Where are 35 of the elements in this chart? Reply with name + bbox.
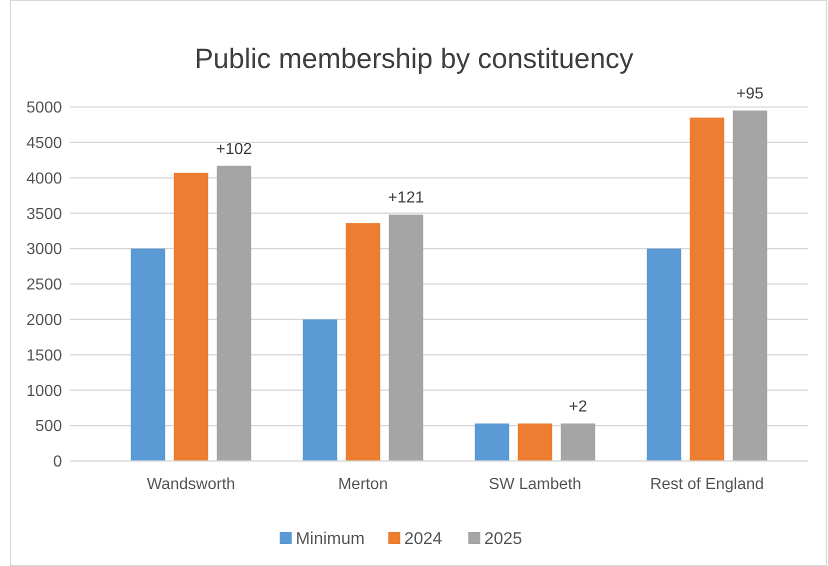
y-tick-label: 1000 [26,382,62,400]
legend-label: 2025 [484,528,522,548]
x-tick-label: Merton [338,476,388,493]
bar [560,423,596,461]
y-tick-label: 3000 [26,241,62,258]
bar [302,319,338,461]
y-tick-label: 3500 [26,206,62,223]
bar [216,166,252,461]
annotation: +121 [388,190,424,207]
chart-title: Public membership by constituency [194,43,634,74]
bar [174,172,208,461]
y-tick-label: 4500 [26,135,62,152]
y-tick-label: 2000 [26,312,62,329]
bar [346,223,380,461]
bar [518,423,552,461]
bar [690,118,724,461]
y-tick-label: 5000 [26,100,62,117]
bar [388,214,424,461]
legend-label: 2024 [404,528,442,548]
legend-label: Minimum [296,528,365,548]
y-tick-label: 2500 [26,276,62,294]
y-tick-label: 0 [53,454,62,471]
annotation: +102 [216,140,252,158]
bar [732,110,768,461]
x-tick-label: Rest of England [650,476,764,493]
x-tick-label: SW Lambeth [488,476,582,493]
bar [646,248,682,461]
y-tick-label: 1500 [26,347,62,364]
y-tick-label: 4000 [26,170,62,188]
x-tick-label: Wandsworth [146,476,236,493]
annotation: +2 [568,398,588,416]
text: +95 [736,86,764,103]
bar [474,423,510,461]
y-tick-label: 500 [35,418,62,436]
bar [130,248,166,461]
